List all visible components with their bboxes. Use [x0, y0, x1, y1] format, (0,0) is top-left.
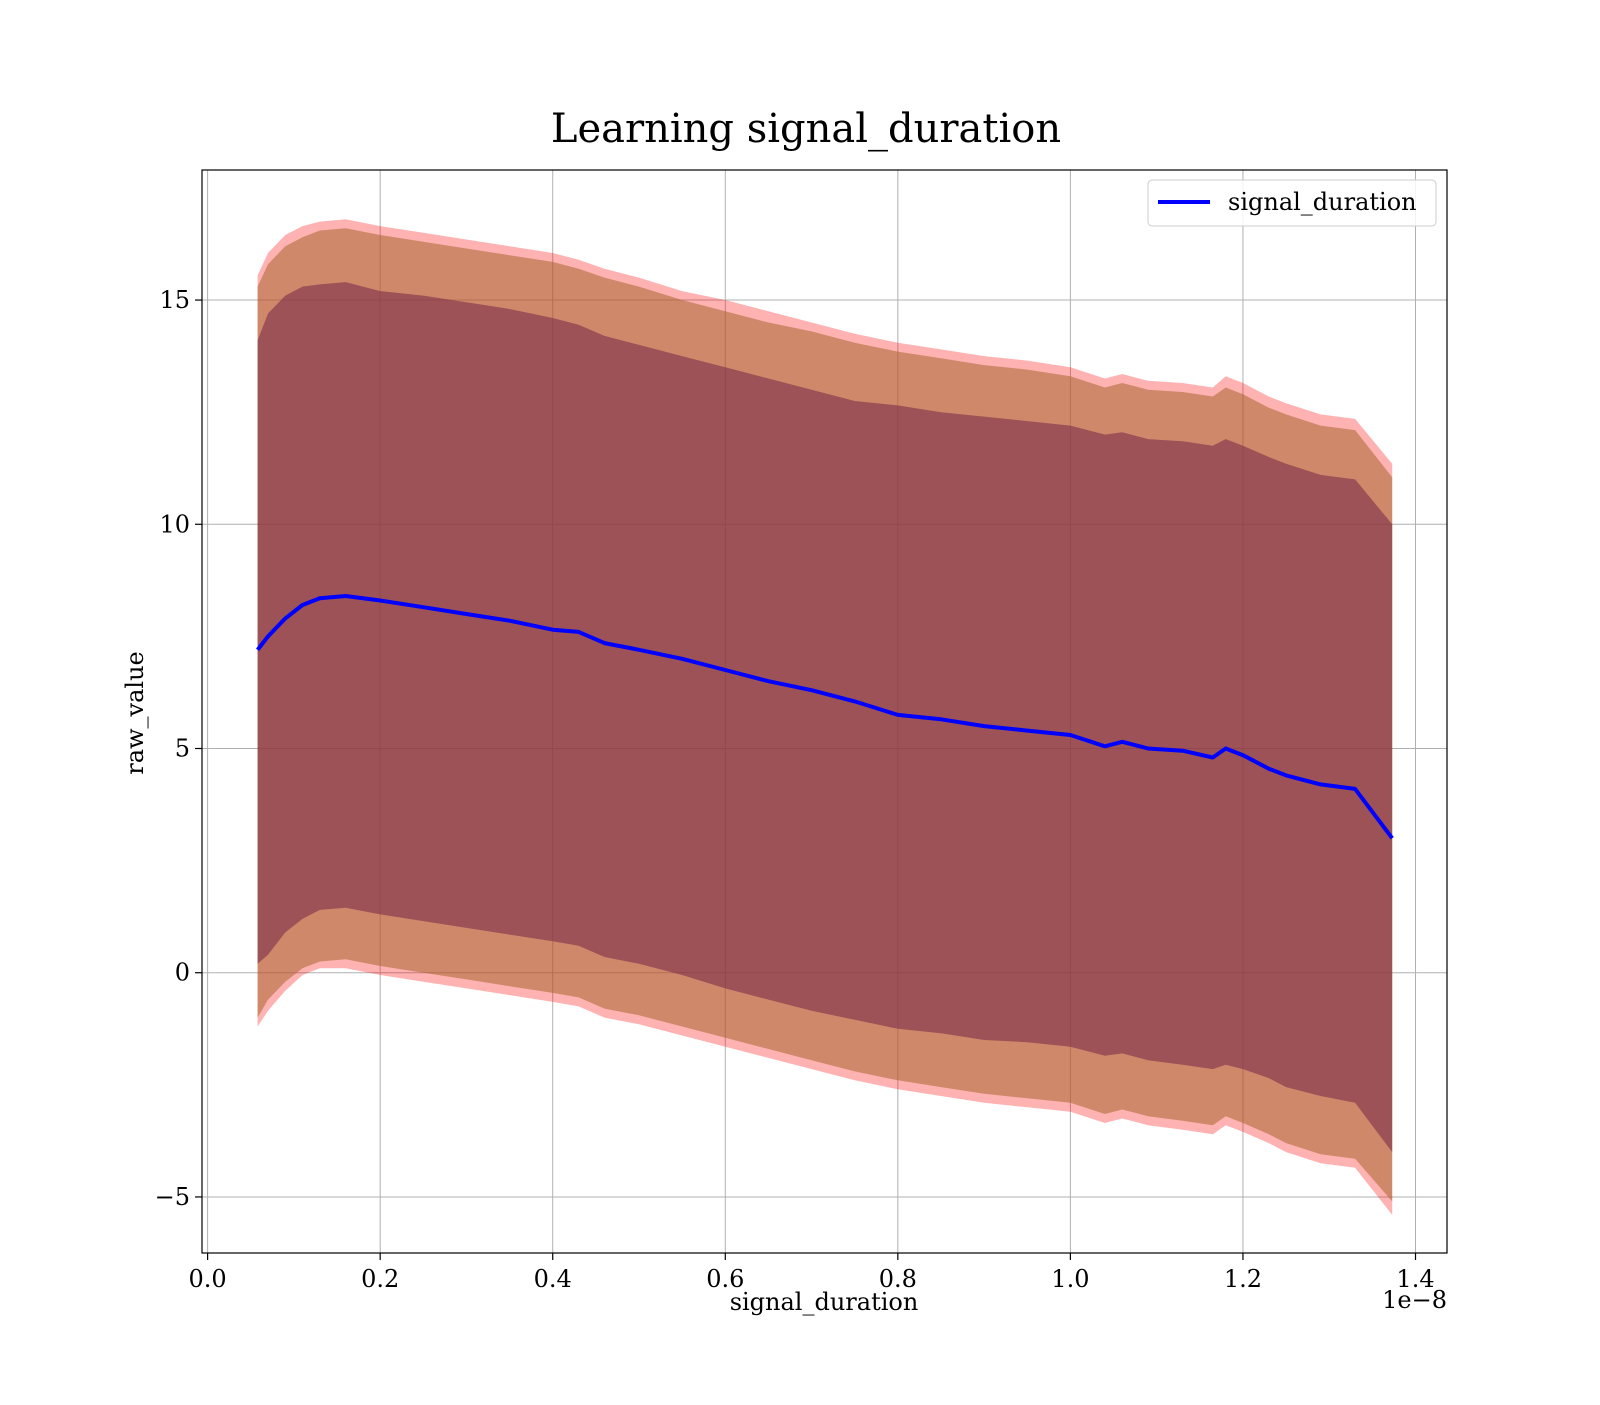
x-tick-label-4: 0.8: [879, 1265, 917, 1293]
y-tick-label-0: −5: [155, 1183, 190, 1211]
legend-box: [1147, 179, 1437, 227]
x-tick-label-7: 1.4: [1396, 1265, 1434, 1293]
x-tick-label-1: 0.2: [361, 1265, 399, 1293]
series-lines: [256, 594, 1394, 840]
x-axis-title: signal_duration: [730, 1288, 919, 1316]
x-axis-offset-label: 1e−8: [1382, 1286, 1447, 1314]
x-tick-label-3: 0.6: [706, 1265, 744, 1293]
plot-area-frame: [201, 169, 1448, 1254]
x-tick-label-0: 0.0: [189, 1265, 227, 1293]
y-tick-label-2: 5: [175, 734, 190, 762]
y-axis-ticks: −5 0 5 10 15: [155, 286, 202, 1211]
series-line-signal-duration: [256, 594, 1394, 840]
x-tick-label-2: 0.4: [534, 1265, 572, 1293]
legend-label-signal-duration: signal_duration: [1228, 188, 1417, 216]
x-axis-ticks: 0.0 0.2 0.4 0.6 0.8 1.0 1.2 1.4: [189, 1253, 1435, 1293]
y-tick-label-3: 10: [159, 510, 190, 538]
y-axis-title: raw_value: [121, 651, 149, 775]
x-tick-label-5: 1.0: [1051, 1265, 1089, 1293]
confidence-bands: [257, 219, 1393, 1215]
chart-title: Learning signal_duration: [551, 106, 1061, 152]
band-inner: [257, 282, 1393, 1153]
y-tick-label-1: 0: [175, 959, 190, 987]
y-tick-label-4: 15: [159, 286, 190, 314]
x-tick-label-6: 1.2: [1224, 1265, 1262, 1293]
legend: signal_duration: [1147, 179, 1437, 227]
